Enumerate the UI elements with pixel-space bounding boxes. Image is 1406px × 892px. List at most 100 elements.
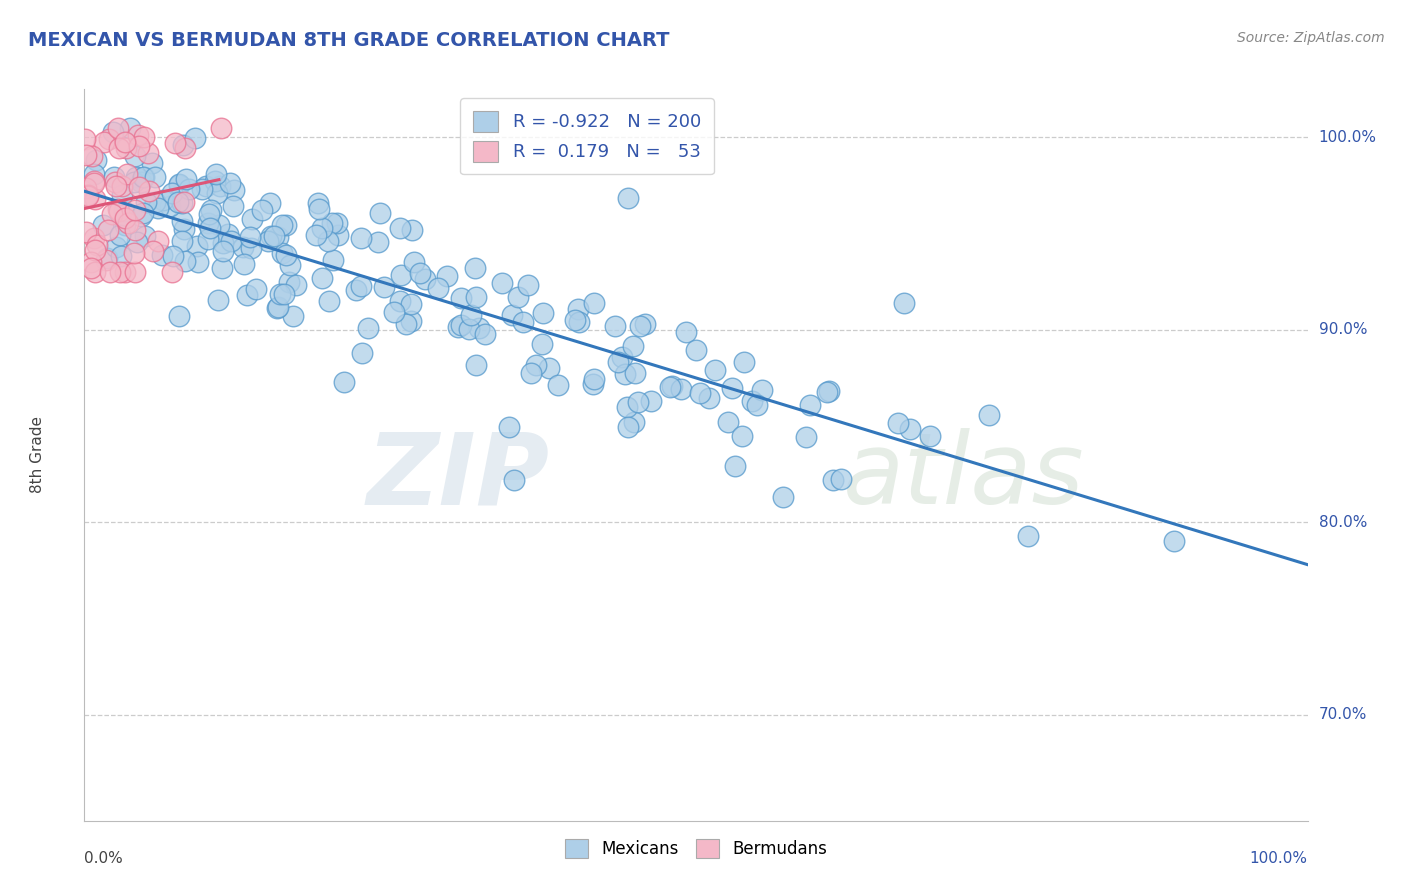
Point — [239, 241, 262, 255]
Point — [659, 380, 682, 394]
Point — [311, 221, 333, 235]
Point — [697, 392, 720, 406]
Text: 70.0%: 70.0% — [1319, 707, 1367, 723]
Point — [357, 321, 380, 335]
Point — [731, 429, 754, 443]
Point — [146, 201, 169, 215]
Point — [198, 221, 221, 235]
Point — [233, 257, 256, 271]
Point — [316, 234, 339, 248]
Point — [150, 248, 173, 262]
Point — [221, 234, 243, 248]
Point — [204, 174, 226, 188]
Point — [172, 214, 194, 228]
Point — [321, 216, 343, 230]
Point — [217, 227, 239, 241]
Point — [531, 336, 554, 351]
Point — [124, 149, 146, 163]
Point — [173, 222, 195, 236]
Point — [73, 132, 96, 146]
Point — [141, 156, 163, 170]
Point — [616, 400, 638, 414]
Point — [209, 120, 232, 135]
Point — [399, 314, 422, 328]
Point — [108, 204, 131, 219]
Point — [75, 180, 97, 194]
Point — [720, 381, 742, 395]
Point — [350, 231, 373, 245]
Point — [96, 252, 118, 267]
Point — [270, 218, 292, 232]
Point — [409, 266, 432, 280]
Point — [232, 240, 254, 254]
Point — [75, 147, 97, 161]
Point — [124, 203, 146, 218]
Point — [661, 379, 683, 393]
Point — [305, 227, 328, 242]
Point — [893, 296, 915, 310]
Point — [263, 229, 285, 244]
Point — [503, 473, 526, 487]
Point — [191, 182, 214, 196]
Point — [173, 194, 195, 209]
Point — [86, 238, 108, 252]
Point — [616, 420, 638, 434]
Point — [167, 178, 190, 192]
Text: atlas: atlas — [842, 428, 1084, 525]
Point — [284, 278, 307, 293]
Point — [108, 228, 131, 243]
Point — [274, 248, 297, 262]
Point — [277, 275, 299, 289]
Point — [468, 321, 491, 335]
Point — [724, 458, 747, 473]
Point — [898, 422, 921, 436]
Point — [205, 167, 228, 181]
Point — [80, 260, 103, 275]
Point — [918, 429, 941, 443]
Point — [610, 350, 633, 364]
Point — [209, 178, 232, 193]
Point — [458, 322, 481, 336]
Point — [821, 474, 844, 488]
Point — [174, 172, 197, 186]
Point — [582, 296, 605, 310]
Point — [259, 196, 281, 211]
Point — [273, 287, 295, 301]
Point — [83, 176, 105, 190]
Text: 100.0%: 100.0% — [1250, 851, 1308, 866]
Point — [367, 235, 389, 250]
Point — [83, 265, 105, 279]
Point — [173, 253, 195, 268]
Point — [84, 153, 107, 168]
Point — [389, 220, 412, 235]
Point — [104, 240, 127, 254]
Point — [174, 140, 197, 154]
Point — [401, 223, 423, 237]
Point — [122, 175, 145, 189]
Point — [132, 170, 155, 185]
Point — [322, 252, 344, 267]
Point — [506, 290, 529, 304]
Point — [98, 265, 121, 279]
Point — [474, 327, 496, 342]
Text: MEXICAN VS BERMUDAN 8TH GRADE CORRELATION CHART: MEXICAN VS BERMUDAN 8TH GRADE CORRELATIO… — [28, 31, 669, 50]
Point — [266, 230, 288, 244]
Point — [270, 246, 292, 260]
Point — [108, 141, 131, 155]
Point — [524, 358, 547, 372]
Point — [207, 293, 229, 307]
Point — [627, 394, 650, 409]
Point — [675, 325, 697, 339]
Text: 100.0%: 100.0% — [1319, 130, 1376, 145]
Point — [491, 276, 513, 290]
Point — [617, 190, 640, 204]
Point — [146, 234, 169, 248]
Point — [93, 135, 115, 149]
Text: 8th Grade: 8th Grade — [31, 417, 45, 493]
Point — [132, 206, 155, 220]
Point — [211, 261, 233, 276]
Point — [122, 246, 145, 260]
Point — [447, 320, 470, 334]
Point — [311, 271, 333, 285]
Point — [703, 363, 725, 377]
